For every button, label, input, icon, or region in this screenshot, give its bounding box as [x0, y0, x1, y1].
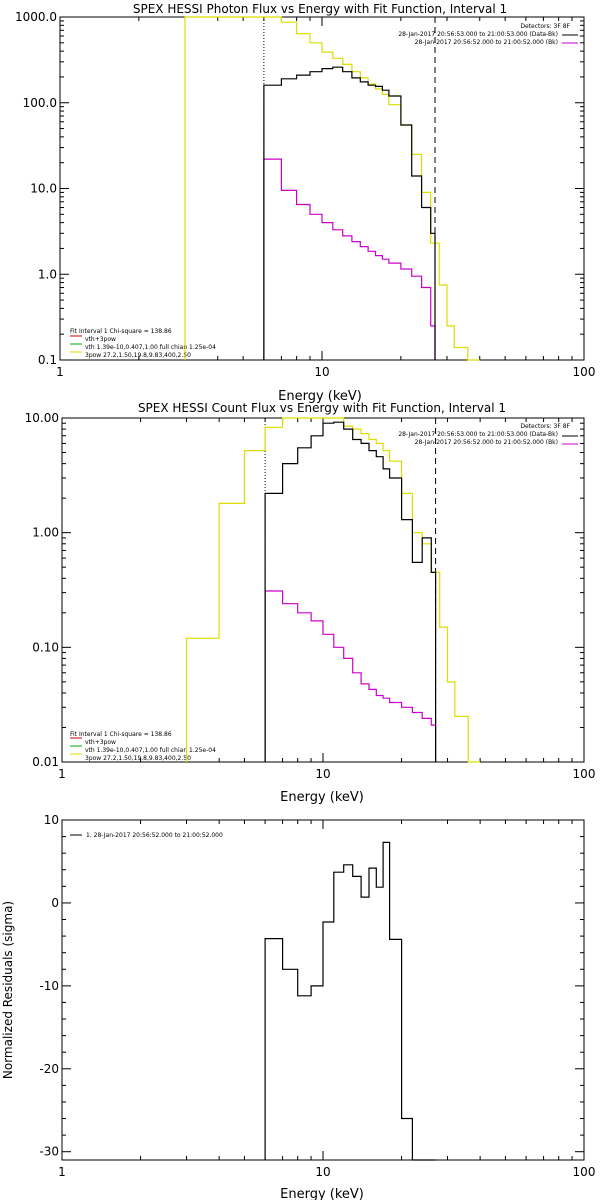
legend-bk: 28-Jan-2017 20:56:52.000 to 21:00:52.000…: [415, 439, 558, 446]
y-tick-label: 10.00: [25, 411, 59, 425]
legend-bk: 28-Jan-2017 20:56:52.000 to 21:00:52.000…: [415, 39, 558, 46]
series-line: [263, 66, 436, 360]
y-tick-label: 100.0: [23, 96, 57, 110]
series-line: [264, 421, 437, 762]
y-tick-label: 10.0: [30, 182, 57, 196]
y-tick-label: -20: [39, 1062, 59, 1076]
legend-fit-interval: Fit Interval 1 Chi-square = 138.86: [70, 731, 172, 738]
legend-data-bk: 28-Jan-2017 20:56:53.000 to 21:00:53.000…: [398, 31, 558, 38]
y-tick-label: 0.10: [32, 640, 59, 654]
legend-detectors: Detectors: 3F 8F: [520, 23, 570, 30]
plot-frame-2: [61, 417, 585, 763]
x-axis-label-photon: Energy (keV): [278, 389, 362, 404]
legend-vth: vth 1.39e-10,0.407,1.00 full chian 1.25e…: [85, 344, 216, 351]
series-line: [185, 417, 481, 763]
legend-data-bk: 28-Jan-2017 20:56:53.000 to 21:00:53.000…: [398, 431, 558, 438]
y-tick-label: -30: [39, 1145, 59, 1159]
chart-title-count: SPEX HESSI Count Flux vs Energy with Fit…: [138, 401, 506, 415]
legend-right-count: Detectors: 3F 8F 28-Jan-2017 20:56:53.00…: [398, 423, 570, 446]
series-line: [184, 16, 480, 361]
chart-title-photon: SPEX HESSI Photon Flux vs Energy with Fi…: [133, 2, 507, 16]
y-tick-label: 1.0: [38, 267, 57, 281]
legend-right-photon: Detectors: 3F 8F 28-Jan-2017 20:56:53.00…: [398, 23, 570, 46]
y-tick-label: 1000.0: [15, 10, 57, 24]
y-tick-label: 10: [44, 813, 59, 827]
x-tick-label: 1: [58, 767, 66, 781]
legend-residual-interval: 1. 28-Jan-2017 20:56:52.000 to 21:00:52.…: [86, 832, 223, 839]
legend-vth: vth 1.39e-10,0.407,1.00 full chian 1.25e…: [85, 747, 216, 754]
legend-left-photon: Fit Interval 1 Chi-square = 138.86 vth+3…: [70, 328, 216, 359]
legend-fit-interval: Fit Interval 1 Chi-square = 138.86: [70, 328, 172, 335]
series-line: [263, 158, 436, 360]
y-axis-label-residuals: Normalized Residuals (sigma): [1, 901, 15, 1079]
x-tick-label: 100: [573, 365, 596, 379]
panel-residuals: Energy (keV) Normalized Residuals (sigma…: [1, 832, 364, 1200]
legend-model: vth+3pow: [85, 739, 116, 746]
panel-photon-flux: SPEX HESSI Photon Flux vs Energy with Fi…: [70, 2, 571, 404]
x-tick-label: 10: [314, 365, 329, 379]
y-tick-label: 1.00: [32, 526, 59, 540]
legend-3pow: 3pow 27.2,1.50,19.8,9.83,400,2.50: [85, 352, 191, 359]
series-line: [264, 590, 437, 762]
legend-model: vth+3pow: [85, 336, 116, 343]
y-tick-label: 0: [51, 896, 59, 910]
y-tick-label: 0.1: [38, 353, 57, 367]
y-tick-label: -10: [39, 979, 59, 993]
x-tick-label: 1: [56, 365, 64, 379]
x-axis-label-residuals: Energy (keV): [280, 1187, 364, 1200]
x-tick-label: 10: [315, 767, 330, 781]
plot-frame-3: [61, 819, 585, 1161]
x-axis-label-count: Energy (keV): [280, 790, 364, 805]
x-tick-label: 100: [573, 767, 596, 781]
x-tick-label: 100: [573, 1165, 596, 1179]
panel-count-flux: SPEX HESSI Count Flux vs Energy with Fit…: [70, 401, 571, 805]
x-tick-label: 10: [315, 1165, 330, 1179]
legend-left-count: Fit Interval 1 Chi-square = 138.86 vth+3…: [70, 731, 216, 762]
y-tick-label: 0.01: [32, 755, 59, 769]
x-tick-label: 1: [58, 1165, 66, 1179]
legend-3pow: 3pow 27.2,1.50,19.8,9.83,400,2.50: [85, 755, 191, 762]
series-line: [264, 841, 436, 1161]
legend-detectors: Detectors: 3F 8F: [520, 423, 570, 430]
